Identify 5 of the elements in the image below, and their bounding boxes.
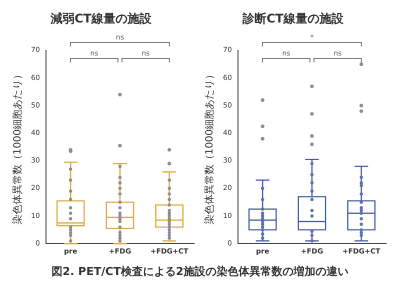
y-axis-title: 染色体異常数（1000細胞あたり） <box>12 69 24 225</box>
y-axis-title: 染色体異常数（1000細胞あたり） <box>204 69 216 225</box>
chart-title: 診断CT線量の施設 <box>242 11 344 26</box>
caption: 図2. PET/CT検査による2施設の染色体異常数の増加の違い <box>50 264 350 279</box>
chart-title: 減弱CT線量の施設 <box>50 11 152 26</box>
